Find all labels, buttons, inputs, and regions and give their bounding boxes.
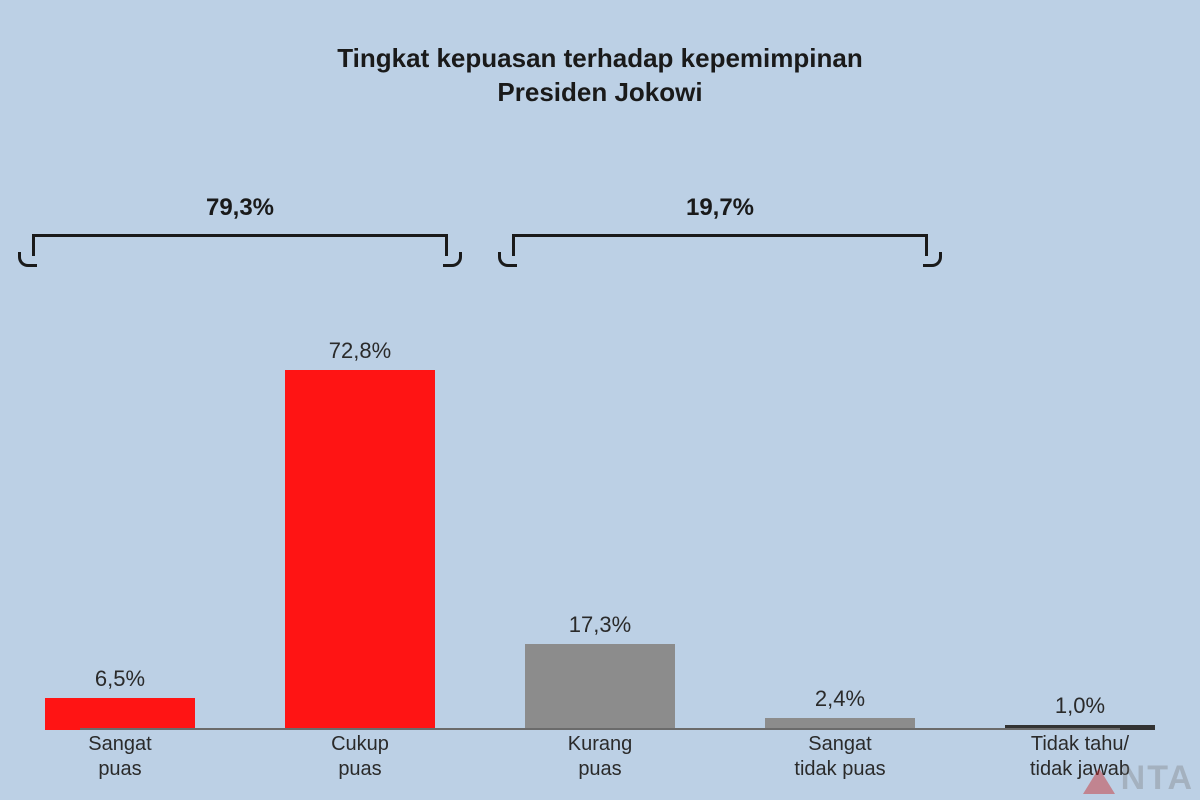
x-axis-label: Sangat puas [0,732,240,782]
title-line1: Tingkat kepuasan terhadap kepemimpinan [337,43,862,73]
bar-value-label: 17,3% [569,612,631,638]
bar-rect [525,644,675,730]
title-line2: Presiden Jokowi [497,77,702,107]
group-bracket: 79,3% [24,200,456,280]
bars-area: 6,5% 72,8% 17,3% 2,4% 1,0% [0,310,1200,730]
bracket-shape [24,234,456,266]
x-labels: Sangat puasCukup puasKurang puasSangat t… [0,732,1200,782]
bar-col: 2,4% [720,310,960,730]
watermark-icon [1083,768,1115,794]
bar-value-label: 1,0% [1055,693,1105,719]
x-axis-label: Sangat tidak puas [720,732,960,782]
x-axis-label: Cukup puas [240,732,480,782]
bar-value-label: 72,8% [329,338,391,364]
bar-rect [45,698,195,730]
chart-title: Tingkat kepuasan terhadap kepemimpinan P… [0,0,1200,110]
group-bracket: 19,7% [504,200,936,280]
bar-col: 6,5% [0,310,240,730]
bar-value-label: 2,4% [815,686,865,712]
bar-col: 17,3% [480,310,720,730]
bar-col: 72,8% [240,310,480,730]
bar-value-label: 6,5% [95,666,145,692]
x-axis [80,728,1120,730]
bar-rect [285,370,435,730]
group-label: 19,7% [504,194,936,222]
bar-col: 1,0% [960,310,1200,730]
watermark: NTA [1083,759,1194,798]
watermark-text: NTA [1121,759,1194,798]
chart: 6,5% 72,8% 17,3% 2,4% 1,0% 79,3% 19,7% [0,200,1200,730]
group-label: 79,3% [24,194,456,222]
bracket-shape [504,234,936,266]
x-axis-label: Kurang puas [480,732,720,782]
